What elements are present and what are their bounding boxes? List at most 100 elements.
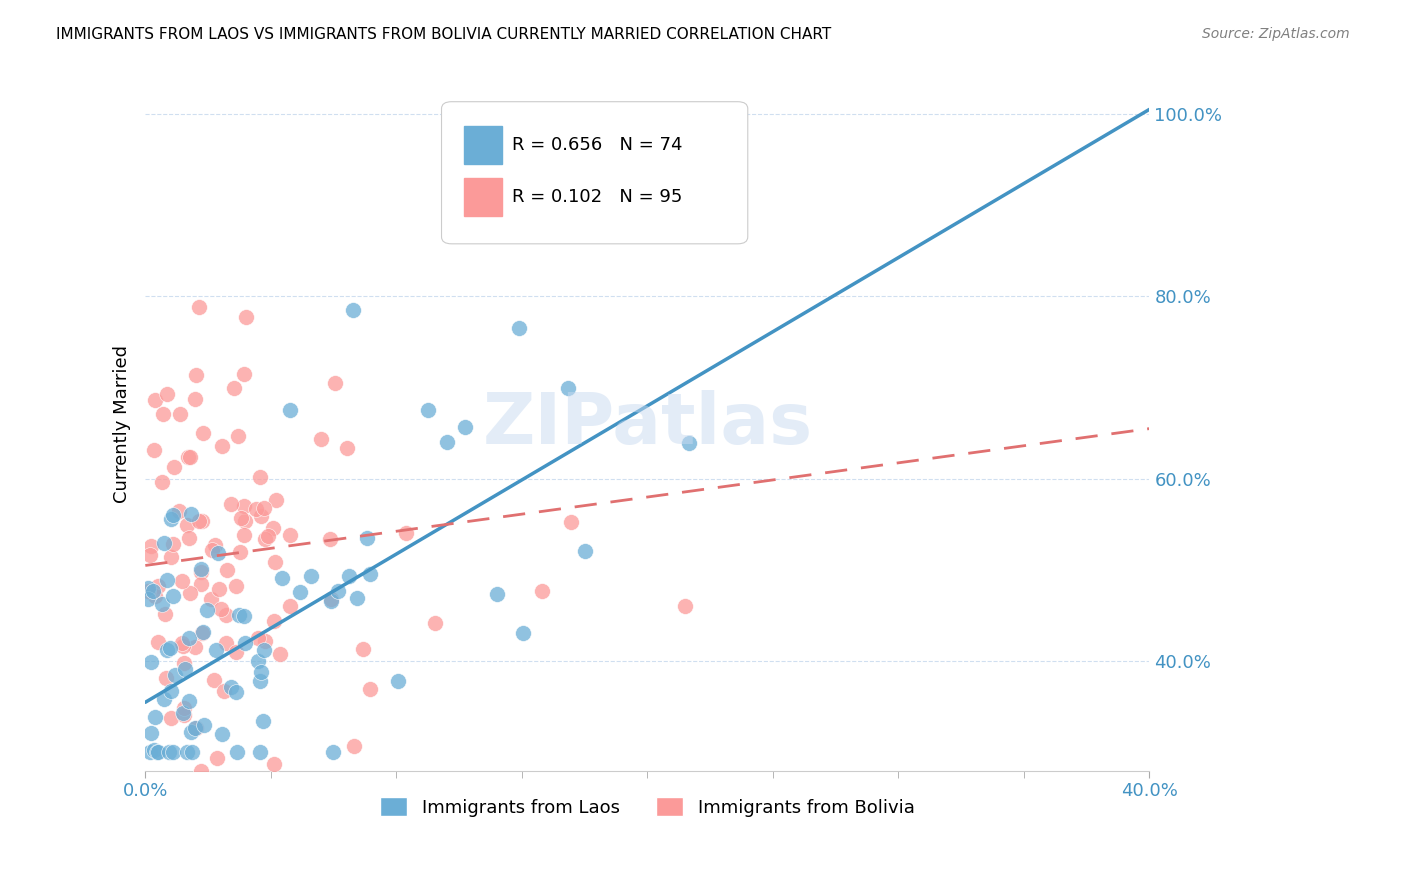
Point [152, 407, 174, 421]
Point [225, 684, 247, 698]
Point [253, 533, 276, 547]
Point [262, 521, 284, 535]
Point [190, 562, 212, 576]
Point [245, 502, 267, 516]
Point [176, 746, 198, 760]
FancyBboxPatch shape [441, 102, 748, 244]
Point [557, 381, 579, 395]
Point [249, 469, 271, 483]
Point [252, 500, 274, 515]
Point [263, 614, 285, 628]
Text: ZIPatlas: ZIPatlas [482, 390, 813, 458]
Point [233, 636, 256, 650]
Point [508, 321, 530, 335]
Point [181, 746, 204, 760]
Point [172, 706, 194, 720]
Point [139, 548, 162, 562]
Point [200, 591, 222, 606]
Point [191, 514, 214, 528]
Point [184, 392, 207, 406]
Point [208, 582, 231, 597]
Point [155, 643, 177, 657]
Point [211, 727, 233, 741]
Point [174, 662, 197, 676]
Point [186, 721, 208, 735]
Text: Source: ZipAtlas.com: Source: ZipAtlas.com [1202, 27, 1350, 41]
Point [229, 545, 252, 559]
Point [202, 673, 225, 687]
Point [454, 419, 477, 434]
Point [263, 756, 285, 771]
Point [188, 300, 211, 314]
Y-axis label: Currently Married: Currently Married [114, 345, 131, 503]
Point [200, 542, 222, 557]
Point [193, 425, 215, 440]
Text: IMMIGRANTS FROM LAOS VS IMMIGRANTS FROM BOLIVIA CURRENTLY MARRIED CORRELATION CH: IMMIGRANTS FROM LAOS VS IMMIGRANTS FROM … [56, 27, 831, 42]
Point [342, 303, 364, 318]
Point [228, 607, 250, 622]
Point [204, 537, 226, 551]
Legend: Immigrants from Laos, Immigrants from Bolivia: Immigrants from Laos, Immigrants from Bo… [373, 790, 921, 824]
Point [337, 568, 360, 582]
Bar [464, 178, 502, 216]
Point [266, 492, 288, 507]
Point [159, 512, 181, 526]
Point [146, 579, 169, 593]
Point [162, 508, 184, 522]
Point [186, 368, 208, 383]
Point [359, 682, 381, 697]
Point [179, 450, 201, 465]
Point [155, 671, 177, 685]
Point [319, 594, 342, 608]
Point [572, 196, 595, 211]
Point [143, 710, 166, 724]
Point [512, 625, 534, 640]
Point [219, 497, 242, 511]
Point [346, 591, 368, 606]
Point [162, 537, 184, 551]
Point [138, 746, 160, 760]
Point [176, 517, 198, 532]
Text: R = 0.102   N = 95: R = 0.102 N = 95 [512, 188, 682, 206]
Point [215, 636, 238, 650]
Point [246, 655, 269, 669]
Point [193, 718, 215, 732]
Point [191, 625, 214, 640]
Point [136, 581, 159, 595]
Point [270, 570, 292, 584]
Point [222, 381, 245, 395]
Point [188, 514, 211, 528]
Point [160, 549, 183, 564]
Point [162, 589, 184, 603]
Point [574, 544, 596, 558]
Point [278, 403, 301, 417]
Point [215, 608, 238, 623]
Point [678, 436, 700, 450]
Point [229, 511, 252, 525]
Point [215, 563, 238, 577]
Point [153, 692, 176, 706]
Point [250, 508, 273, 523]
Point [156, 387, 179, 401]
Point [157, 746, 180, 760]
Point [148, 746, 170, 760]
Text: R = 0.656   N = 74: R = 0.656 N = 74 [512, 136, 682, 154]
Point [343, 739, 366, 753]
Point [142, 743, 165, 757]
Point [352, 641, 374, 656]
Point [205, 750, 228, 764]
Point [167, 503, 190, 517]
Point [225, 579, 247, 593]
Point [233, 368, 256, 382]
Point [235, 514, 257, 528]
Point [195, 602, 218, 616]
Point [269, 647, 291, 661]
Point [207, 546, 229, 560]
Point [359, 566, 381, 581]
Point [141, 656, 163, 670]
Point [142, 584, 165, 599]
Point [173, 656, 195, 670]
Point [249, 673, 271, 688]
Point [148, 635, 170, 649]
Point [211, 438, 233, 452]
